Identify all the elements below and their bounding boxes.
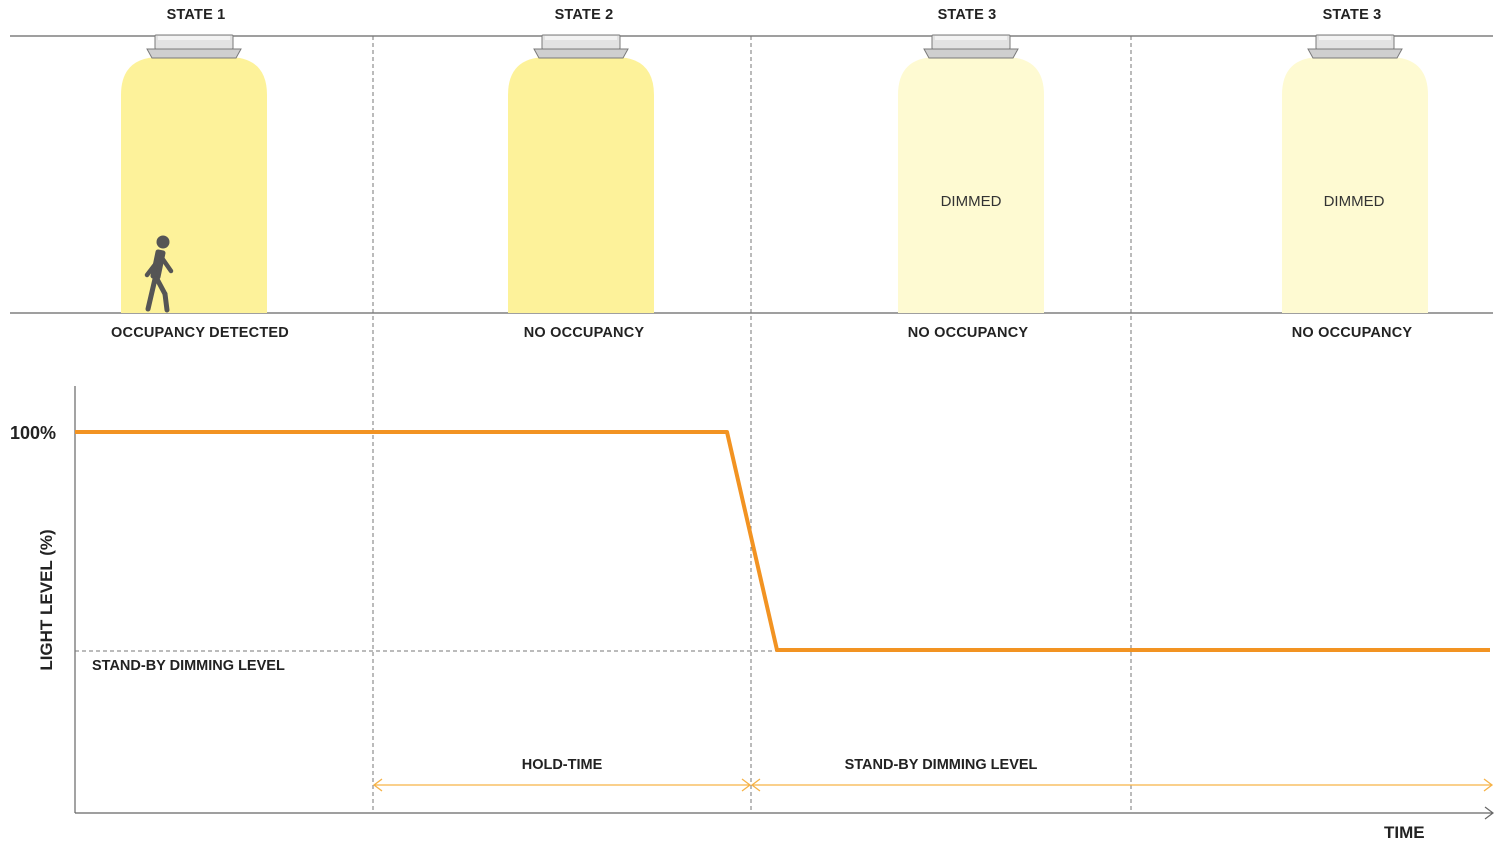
state-1-title: STATE 1 bbox=[166, 7, 226, 23]
y-axis-label: LIGHT LEVEL (%) bbox=[37, 529, 56, 671]
walking-person-icon bbox=[144, 235, 174, 313]
light-cone-state-3b bbox=[1282, 57, 1428, 313]
standby-span-arrow bbox=[750, 778, 1494, 792]
state-3b-occupancy-label: NO OCCUPANCY bbox=[1291, 325, 1413, 341]
hold-time-label: HOLD-TIME bbox=[521, 757, 603, 773]
dimmed-label: DIMMED bbox=[940, 193, 1002, 210]
light-cone-state-1 bbox=[121, 57, 267, 313]
ceiling-light-fixture-icon bbox=[146, 34, 242, 59]
state-2-occupancy-label: NO OCCUPANCY bbox=[523, 325, 645, 341]
hold-time-span-arrow bbox=[372, 778, 752, 792]
state-3b-title: STATE 3 bbox=[1322, 7, 1382, 23]
standby-level-label: STAND-BY DIMMING LEVEL bbox=[92, 658, 285, 674]
light-cone-state-3 bbox=[898, 57, 1044, 313]
standby-span-label: STAND-BY DIMMING LEVEL bbox=[844, 757, 1038, 773]
state-2-title: STATE 2 bbox=[554, 7, 614, 23]
x-axis-arrowhead bbox=[1484, 806, 1494, 820]
ceiling-light-fixture-icon bbox=[1307, 34, 1403, 59]
light-level-curve bbox=[75, 430, 1490, 652]
state-3-occupancy-label: NO OCCUPANCY bbox=[907, 325, 1029, 341]
ceiling-light-fixture-icon bbox=[923, 34, 1019, 59]
x-axis-label: TIME bbox=[1384, 823, 1425, 842]
y-tick-100-label: 100% bbox=[10, 423, 57, 443]
dimmed-label: DIMMED bbox=[1323, 193, 1385, 210]
state-3-title: STATE 3 bbox=[937, 7, 997, 23]
light-cone-state-2 bbox=[508, 57, 654, 313]
state-1-occupancy-label: OCCUPANCY DETECTED bbox=[111, 325, 289, 341]
ceiling-light-fixture-icon bbox=[533, 34, 629, 59]
